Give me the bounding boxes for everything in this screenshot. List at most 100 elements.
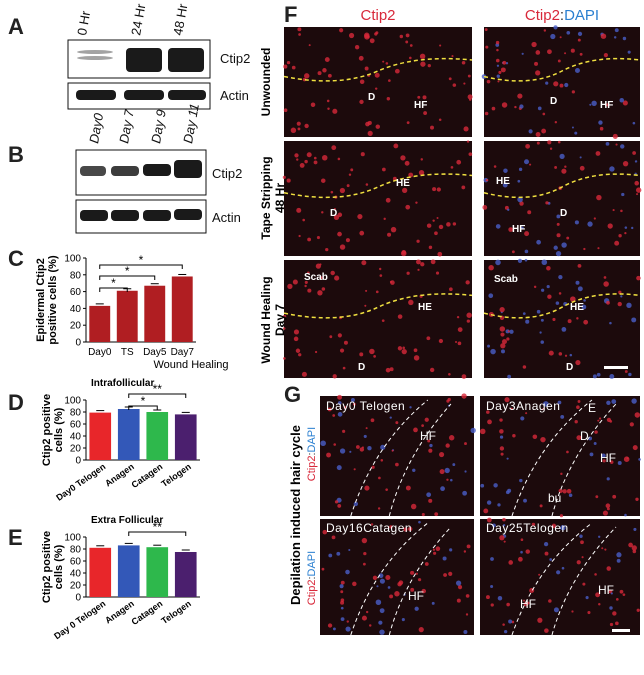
cell — [403, 527, 408, 532]
cell — [577, 286, 583, 292]
cell — [628, 542, 633, 548]
cell — [541, 259, 548, 266]
cell — [399, 34, 404, 39]
cell — [596, 372, 601, 377]
row-label: Unwounded — [259, 48, 273, 117]
cell — [634, 412, 641, 418]
cell — [566, 236, 570, 240]
cell — [599, 126, 604, 131]
cell — [333, 207, 336, 210]
cell — [550, 33, 556, 40]
cell — [618, 290, 622, 295]
cell — [432, 219, 435, 222]
cell — [378, 476, 381, 480]
cell — [587, 611, 591, 615]
x-tick-label: Catagen — [130, 598, 165, 627]
cell — [440, 486, 445, 492]
cell — [615, 143, 618, 146]
cell — [328, 553, 333, 558]
cell — [377, 507, 381, 510]
cell — [519, 478, 523, 483]
cell — [375, 290, 379, 294]
cell — [401, 348, 407, 355]
image-label: Scab — [494, 274, 518, 285]
cell — [466, 312, 472, 318]
x-tick-label: Day5 — [143, 347, 167, 358]
cell — [337, 401, 342, 405]
cell — [422, 95, 427, 100]
cell — [334, 500, 339, 504]
cell — [446, 222, 451, 227]
cell — [485, 178, 489, 182]
bracket — [128, 393, 187, 398]
cell — [603, 276, 607, 279]
band-label: Actin — [212, 210, 241, 225]
cell — [327, 407, 332, 412]
cell — [404, 160, 410, 166]
cell — [409, 406, 412, 409]
cell — [463, 629, 468, 634]
cell — [327, 73, 332, 78]
micrograph — [484, 141, 640, 256]
cell — [413, 348, 418, 353]
cell — [362, 562, 366, 566]
row-label: Wound Healing — [259, 276, 273, 363]
cell — [379, 578, 385, 584]
cell — [456, 598, 461, 603]
cell — [310, 102, 316, 108]
cell — [427, 64, 431, 68]
bar — [146, 547, 169, 597]
cell — [597, 419, 600, 422]
cell — [592, 374, 597, 379]
cell — [556, 570, 561, 575]
x-tick-label: TS — [121, 347, 134, 358]
image-label: HF — [408, 589, 424, 603]
image-label: bu — [548, 491, 561, 505]
cell — [379, 267, 382, 271]
cell — [500, 67, 506, 73]
cell — [363, 551, 367, 556]
cell — [493, 483, 498, 488]
cell — [540, 318, 544, 322]
cell — [339, 348, 345, 353]
cell — [436, 216, 439, 219]
cell — [437, 251, 443, 257]
cell — [523, 159, 530, 165]
cell — [430, 259, 436, 265]
cell — [346, 620, 349, 623]
cell — [304, 123, 309, 129]
cell — [603, 52, 608, 58]
cell — [579, 156, 582, 159]
cell — [461, 374, 467, 379]
image-label: HF — [512, 224, 525, 235]
cell — [541, 288, 545, 292]
cell — [361, 615, 367, 621]
cell — [561, 242, 567, 248]
cell — [466, 319, 471, 323]
cell — [495, 58, 500, 63]
cell — [433, 551, 437, 555]
cell — [606, 400, 611, 405]
cell — [589, 103, 592, 106]
cell — [354, 45, 360, 50]
cell — [581, 556, 584, 559]
cell — [365, 183, 369, 186]
cell — [503, 629, 508, 634]
cell — [417, 95, 421, 99]
cell — [378, 573, 384, 579]
row-label: 48 Hr — [273, 183, 287, 213]
cell — [482, 205, 488, 210]
cell — [359, 352, 364, 357]
cell — [497, 503, 501, 507]
lane-label: Day 11 — [180, 102, 202, 144]
cell — [451, 55, 454, 58]
cell — [574, 67, 580, 73]
bar — [89, 547, 112, 597]
cell — [553, 25, 558, 30]
header-part: DAPI — [564, 7, 599, 24]
cell — [432, 548, 436, 551]
cell — [539, 331, 542, 334]
cell — [616, 552, 622, 558]
image-label: D — [358, 362, 365, 373]
chart-title: Intrafollicular — [91, 378, 154, 389]
